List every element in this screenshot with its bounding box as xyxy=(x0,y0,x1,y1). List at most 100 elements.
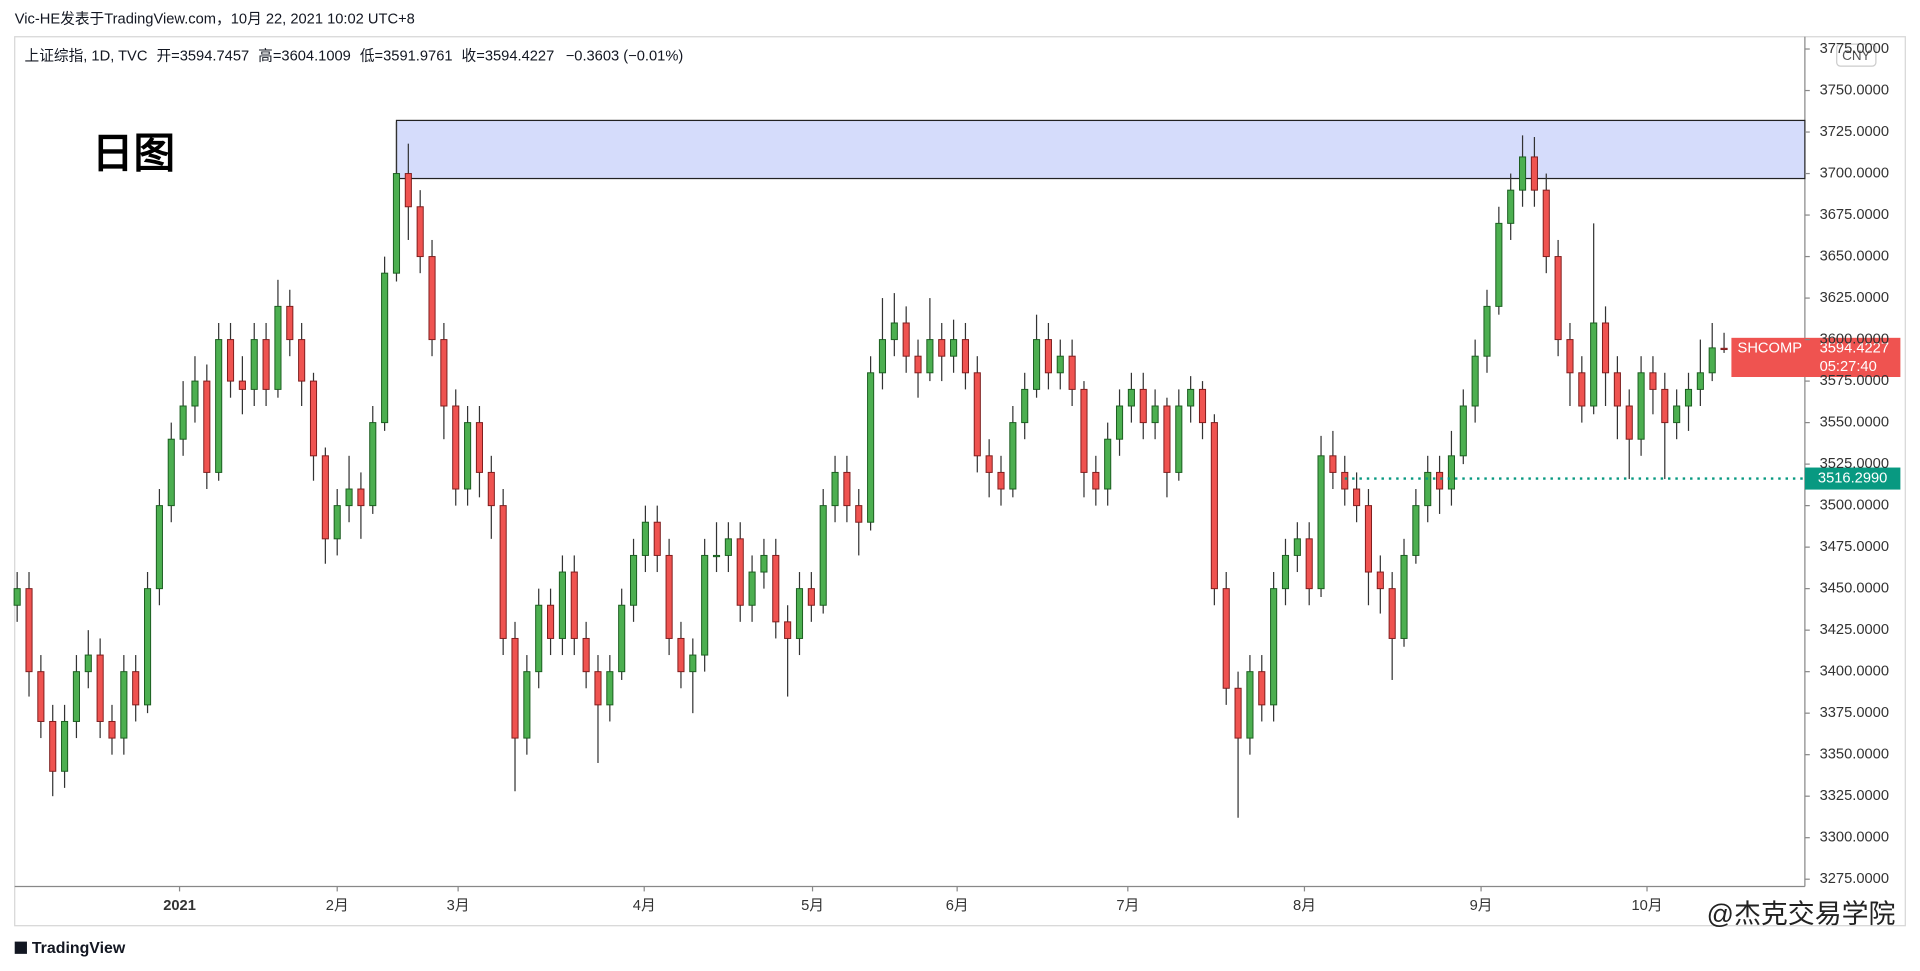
y-tick-label: 3600.0000 xyxy=(1820,331,1889,347)
y-tick-label: 3675.0000 xyxy=(1820,207,1889,223)
y-tick-label: 3350.0000 xyxy=(1820,747,1889,763)
candle-body xyxy=(381,272,389,424)
y-tick-label: 3500.0000 xyxy=(1820,497,1889,513)
candle-body xyxy=(985,455,993,473)
candle-body xyxy=(641,521,649,556)
candle-body xyxy=(72,671,80,722)
candle-body xyxy=(558,571,566,639)
candle-body xyxy=(108,720,116,739)
candle-body xyxy=(950,339,958,357)
candle-body xyxy=(629,554,638,606)
candle-body xyxy=(49,720,57,772)
candle-body xyxy=(1104,438,1112,490)
candle-body xyxy=(1317,455,1325,590)
candle-body xyxy=(1542,189,1550,258)
support-tag xyxy=(1804,467,1901,490)
candle-body xyxy=(1222,588,1230,689)
candle-body xyxy=(890,322,898,341)
last-price: 3594.4227 xyxy=(1820,341,1889,357)
brand-logo xyxy=(14,941,27,954)
candle-body xyxy=(1187,388,1195,407)
y-tick-label: 3275.0000 xyxy=(1820,871,1889,887)
candle-body xyxy=(298,339,306,382)
x-tick-label: 8月 xyxy=(1293,898,1316,914)
y-tick-label: 3625.0000 xyxy=(1820,290,1889,306)
candle-body xyxy=(13,588,21,606)
candle-body xyxy=(689,654,697,673)
candle-body xyxy=(1210,422,1218,590)
candle-body xyxy=(807,588,815,606)
y-tick-label: 3550.0000 xyxy=(1820,414,1889,430)
x-tick-label: 7月 xyxy=(1116,898,1139,914)
currency-box xyxy=(1836,43,1877,67)
candle-body xyxy=(155,505,163,590)
low-label: 低= xyxy=(360,47,383,64)
candle-body xyxy=(1554,256,1562,341)
candle-body xyxy=(1471,355,1479,407)
candle-body xyxy=(1649,372,1657,390)
open-label: 开= xyxy=(156,48,179,64)
candle-body xyxy=(926,339,934,374)
candle-body xyxy=(712,554,721,558)
countdown: 05:27:40 xyxy=(1820,359,1877,375)
candle-body xyxy=(487,471,495,507)
candle-body xyxy=(179,405,187,440)
candle-body xyxy=(1175,405,1183,473)
candle-body xyxy=(878,339,887,374)
candle-body xyxy=(61,720,69,772)
low-value: 3591.9761 xyxy=(383,48,452,64)
candle-body xyxy=(1056,355,1064,374)
candle-body xyxy=(1198,388,1207,424)
candle-body xyxy=(226,339,235,382)
candle-body xyxy=(582,637,590,673)
frame xyxy=(14,36,1906,927)
candle-body xyxy=(1246,671,1254,739)
candle-body xyxy=(1519,156,1527,191)
candle-body xyxy=(973,372,981,457)
candle-body xyxy=(570,571,578,639)
candle-body xyxy=(1412,505,1420,556)
candle-body xyxy=(404,173,412,208)
candle-body xyxy=(96,654,104,722)
y-tick-label: 3375.0000 xyxy=(1820,705,1889,721)
candle-body xyxy=(1234,687,1242,739)
candle-body xyxy=(345,488,353,507)
candle-body xyxy=(1341,471,1349,490)
candle-body xyxy=(1364,505,1373,573)
candle-body xyxy=(677,637,685,673)
candle-body xyxy=(1293,538,1301,556)
symbol: 上证综指, 1D, TVC xyxy=(25,47,148,64)
candle-body xyxy=(795,588,804,639)
candle-body xyxy=(440,339,448,407)
candle-body xyxy=(867,372,875,523)
candle-body xyxy=(1578,372,1586,407)
candle-body xyxy=(25,588,33,673)
y-tick-label: 3575.0000 xyxy=(1820,373,1889,389)
candle-body xyxy=(238,380,246,390)
candle-body xyxy=(653,521,661,556)
candle-body xyxy=(831,471,839,507)
candle-body xyxy=(748,571,756,606)
candle-body xyxy=(938,339,946,357)
candle-body xyxy=(1080,388,1088,473)
candle-body xyxy=(452,405,460,490)
candle-body xyxy=(1696,372,1704,390)
candle-body xyxy=(1092,471,1100,490)
candle-body xyxy=(1127,388,1135,407)
y-tick-label: 3325.0000 xyxy=(1820,788,1889,804)
overlay: 3516.2990 SHCOMP 3594.4227 05:27:40 xyxy=(1344,337,1901,490)
candle-body xyxy=(428,256,436,341)
candle-body xyxy=(333,505,341,540)
candle-body xyxy=(701,554,709,656)
candle-body xyxy=(1613,372,1621,407)
candle-body xyxy=(144,588,152,706)
support-label: 3516.2990 xyxy=(1818,470,1887,486)
candle-body xyxy=(191,380,199,407)
price-tag xyxy=(1731,337,1901,378)
high-label: 高= xyxy=(258,47,281,64)
candle-body xyxy=(357,488,365,507)
candle-body xyxy=(1637,372,1645,440)
candle-body xyxy=(535,604,543,673)
resistance-zone xyxy=(395,119,1806,180)
